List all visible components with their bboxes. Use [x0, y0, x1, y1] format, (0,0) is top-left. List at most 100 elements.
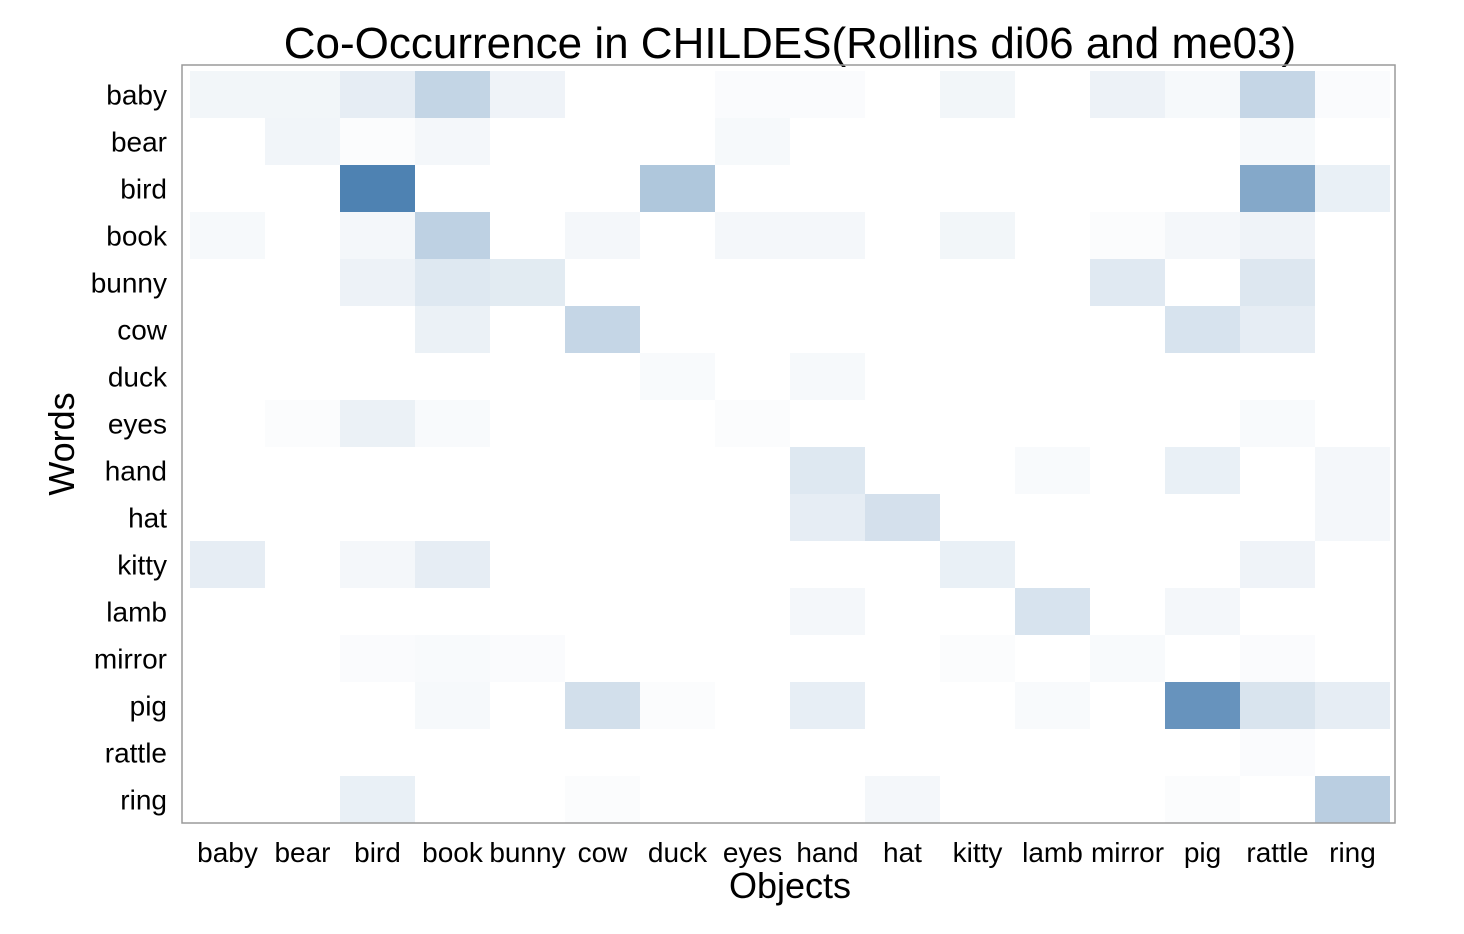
heatmap-cell-pig-ring [1315, 682, 1390, 729]
x-tick-label-bird: bird [354, 837, 401, 868]
heatmap-cell-baby-hand [790, 71, 865, 118]
heatmap-cell-eyes-bird [340, 400, 415, 447]
heatmap-cell-eyes-bear [265, 400, 340, 447]
y-tick-label-ring: ring [120, 785, 167, 816]
y-tick-label-hat: hat [128, 503, 167, 534]
heatmap-cell-kitty-kitty [940, 541, 1015, 588]
heatmap-cell-bunny-bunny [490, 259, 565, 306]
heatmap-cell-baby-bear [265, 71, 340, 118]
heatmap-cell-hand-ring [1315, 447, 1390, 494]
y-tick-labels: baby bear bird book bunny cow duck eyes hand hat k… [91, 80, 168, 816]
heatmap-cell-bear-book [415, 118, 490, 165]
heatmap-cell-book-kitty [940, 212, 1015, 259]
heatmap-cell-ring-hat [865, 776, 940, 823]
heatmap-cell-bear-bird [340, 118, 415, 165]
heatmap-cell-baby-pig [1165, 71, 1240, 118]
heatmap-cell-duck-hand [790, 353, 865, 400]
heatmap-cell-book-book [415, 212, 490, 259]
plot-frame [181, 64, 1396, 824]
x-tick-label-pig: pig [1184, 837, 1221, 868]
y-axis-title: Words [41, 392, 82, 495]
heatmap-cell-ring-pig [1165, 776, 1240, 823]
x-tick-label-ring: ring [1329, 837, 1376, 868]
heatmap-cell-hand-lamb [1015, 447, 1090, 494]
x-tick-label-cow: cow [578, 837, 629, 868]
heatmap-cell-bird-duck [640, 165, 715, 212]
heatmap-cell-rattle-rattle [1240, 729, 1315, 776]
heatmap-cell-pig-lamb [1015, 682, 1090, 729]
heatmap-cell-hat-hand [790, 494, 865, 541]
y-tick-label-hand: hand [105, 456, 167, 487]
x-tick-label-rattle: rattle [1246, 837, 1308, 868]
heatmap-cell-lamb-hand [790, 588, 865, 635]
heatmap-cell-pig-hand [790, 682, 865, 729]
heatmap-cell-baby-ring [1315, 71, 1390, 118]
x-axis-title: Objects [729, 865, 851, 906]
heatmap-cell-mirror-bird [340, 635, 415, 682]
heatmap-cell-book-hand [790, 212, 865, 259]
heatmap-cell-kitty-bird [340, 541, 415, 588]
heatmap-cell-baby-baby [190, 71, 265, 118]
y-tick-label-bird: bird [120, 174, 167, 205]
heatmap-cell-baby-rattle [1240, 71, 1315, 118]
x-tick-label-lamb: lamb [1022, 837, 1083, 868]
heatmap-cell-book-pig [1165, 212, 1240, 259]
heatmap-cell-cow-pig [1165, 306, 1240, 353]
heatmap-cell-baby-kitty [940, 71, 1015, 118]
heatmap-cell-bunny-mirror [1090, 259, 1165, 306]
heatmap-cell-cow-cow [565, 306, 640, 353]
heatmap-cell-ring-cow [565, 776, 640, 823]
y-tick-label-baby: baby [106, 80, 167, 111]
heatmap-cell-duck-duck [640, 353, 715, 400]
heatmap-cell-hand-hand [790, 447, 865, 494]
y-tick-label-rattle: rattle [105, 738, 167, 769]
y-tick-label-bear: bear [111, 127, 167, 158]
heatmap-cell-pig-rattle [1240, 682, 1315, 729]
heatmap-cell-bunny-bird [340, 259, 415, 306]
heatmap-cell-mirror-mirror [1090, 635, 1165, 682]
x-tick-label-eyes: eyes [723, 837, 782, 868]
heatmap-cell-book-eyes [715, 212, 790, 259]
heatmap-cell-baby-bird [340, 71, 415, 118]
heatmap-cell-ring-ring [1315, 776, 1390, 823]
y-tick-label-eyes: eyes [108, 409, 167, 440]
heatmap-cell-kitty-book [415, 541, 490, 588]
heatmap-cell-eyes-rattle [1240, 400, 1315, 447]
y-tick-label-kitty: kitty [117, 550, 167, 581]
x-tick-labels: baby bear bird book bunny cow duck eyes hand hat k… [197, 837, 1376, 868]
x-tick-label-mirror: mirror [1091, 837, 1164, 868]
heatmap-cell-pig-duck [640, 682, 715, 729]
heatmap-cell-bunny-book [415, 259, 490, 306]
heatmap-cell-kitty-baby [190, 541, 265, 588]
heatmap-cell-pig-cow [565, 682, 640, 729]
heatmap-cell-bird-bird [340, 165, 415, 212]
x-tick-label-hand: hand [796, 837, 858, 868]
heatmap-cell-book-mirror [1090, 212, 1165, 259]
heatmap-cell-baby-book [415, 71, 490, 118]
y-tick-label-duck: duck [108, 362, 168, 393]
heatmap-cell-hat-hat [865, 494, 940, 541]
heatmap-cell-eyes-eyes [715, 400, 790, 447]
heatmap-cell-hand-pig [1165, 447, 1240, 494]
y-tick-label-bunny: bunny [91, 268, 167, 299]
heatmap-cell-baby-bunny [490, 71, 565, 118]
chart-title: Co-Occurrence in CHILDES(Rollins di06 an… [284, 19, 1296, 68]
x-tick-label-bunny: bunny [489, 837, 565, 868]
heatmap-cell-lamb-lamb [1015, 588, 1090, 635]
heatmap-cell-baby-mirror [1090, 71, 1165, 118]
x-tick-label-hat: hat [883, 837, 922, 868]
heatmap-cell-mirror-book [415, 635, 490, 682]
heatmap-cell-eyes-book [415, 400, 490, 447]
heatmap-cell-ring-bird [340, 776, 415, 823]
x-tick-label-book: book [422, 837, 484, 868]
heatmap-cell-bird-ring [1315, 165, 1390, 212]
heatmap-cell-pig-pig [1165, 682, 1240, 729]
heatmap-cells [190, 71, 1390, 823]
heatmap-cell-bear-rattle [1240, 118, 1315, 165]
heatmap-cell-bird-rattle [1240, 165, 1315, 212]
x-tick-label-kitty: kitty [953, 837, 1003, 868]
heatmap-cell-cow-rattle [1240, 306, 1315, 353]
heatmap-cell-bunny-rattle [1240, 259, 1315, 306]
heatmap-cell-mirror-bunny [490, 635, 565, 682]
